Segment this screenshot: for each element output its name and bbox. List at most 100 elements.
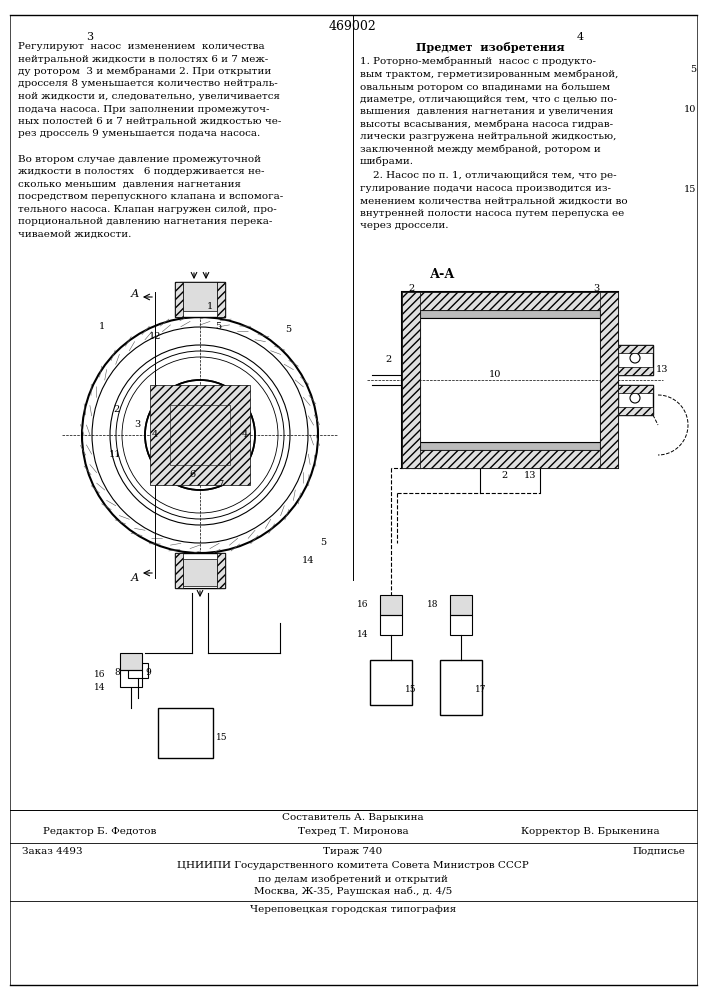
Bar	[450, 595, 472, 615]
Text: 2: 2	[502, 471, 508, 480]
Bar	[158, 708, 213, 758]
Text: вышения  давления нагнетания и увеличения: вышения давления нагнетания и увеличения	[360, 107, 614, 116]
Text: внутренней полости насоса путем перепуска ее: внутренней полости насоса путем перепуск…	[360, 209, 624, 218]
Text: 2: 2	[386, 355, 392, 364]
Text: ЦНИИПИ Государственного комитета Совета Министров СССР: ЦНИИПИ Государственного комитета Совета …	[177, 861, 529, 870]
Bar	[120, 653, 142, 670]
Bar	[193, 407, 207, 415]
Text: овальным ротором со впадинами на большем: овальным ротором со впадинами на большем	[360, 82, 610, 92]
Text: 1: 1	[207, 302, 213, 311]
Bar	[217, 553, 225, 588]
Text: 3: 3	[594, 284, 600, 293]
Text: подача насоса. При заполнении промежуточ-: подача насоса. При заполнении промежуточ…	[18, 104, 269, 113]
Text: 4: 4	[576, 32, 583, 42]
Bar	[120, 670, 142, 687]
Text: 2. Насос по п. 1, отличающийся тем, что ре-: 2. Насос по п. 1, отличающийся тем, что …	[360, 172, 617, 180]
Bar	[618, 345, 653, 375]
Circle shape	[168, 403, 232, 467]
Text: рез дроссель 9 уменьшается подача насоса.: рез дроссель 9 уменьшается подача насоса…	[18, 129, 260, 138]
Text: ной жидкости и, следовательно, увеличивается: ной жидкости и, следовательно, увеличива…	[18, 92, 280, 101]
Text: 13: 13	[656, 365, 669, 374]
Text: 15: 15	[684, 185, 696, 194]
Text: 15: 15	[216, 733, 228, 742]
Bar	[183, 559, 217, 586]
Bar	[618, 345, 653, 353]
Text: диаметре, отличающийся тем, что с целью по-: диаметре, отличающийся тем, что с целью …	[360, 95, 617, 104]
Text: 2: 2	[409, 284, 415, 293]
Text: по делам изобретений и открытий: по делам изобретений и открытий	[258, 874, 448, 884]
Bar	[175, 553, 183, 588]
Text: 14: 14	[356, 630, 368, 639]
Text: вым трактом, герметизированным мембраной,: вым трактом, герметизированным мембраной…	[360, 70, 619, 79]
Text: Регулируют  насос  изменением  количества: Регулируют насос изменением количества	[18, 42, 264, 51]
Text: 4: 4	[242, 430, 248, 439]
Text: 1: 1	[99, 322, 105, 331]
Text: Редактор Б. Федотов: Редактор Б. Федотов	[43, 827, 157, 836]
Circle shape	[630, 393, 640, 403]
Text: сколько меньшим  давления нагнетания: сколько меньшим давления нагнетания	[18, 180, 241, 188]
Text: лически разгружена нейтральной жидкостью,: лически разгружена нейтральной жидкостью…	[360, 132, 617, 141]
Bar	[183, 282, 217, 311]
Text: 5: 5	[285, 325, 291, 334]
Bar	[380, 595, 402, 615]
Text: 8: 8	[115, 668, 120, 677]
Text: заключенной между мембраной, ротором и: заключенной между мембраной, ротором и	[360, 144, 601, 154]
Bar	[170, 405, 230, 465]
Text: Корректор В. Брыкенина: Корректор В. Брыкенина	[520, 827, 660, 836]
Text: 5: 5	[320, 538, 326, 547]
Bar	[175, 282, 183, 317]
Text: 6: 6	[189, 470, 195, 479]
Text: 14: 14	[302, 556, 314, 565]
Bar	[217, 282, 225, 317]
Bar	[450, 615, 472, 635]
Text: Подписье: Подписье	[632, 847, 685, 856]
Bar	[402, 292, 618, 468]
Text: 17: 17	[475, 685, 486, 694]
Bar	[618, 385, 653, 415]
Text: 7: 7	[217, 480, 223, 489]
Bar	[618, 367, 653, 375]
Bar	[175, 553, 225, 588]
Text: 2: 2	[114, 405, 120, 414]
Text: 12: 12	[148, 332, 161, 341]
Bar	[175, 282, 225, 317]
Text: Заказ 4493: Заказ 4493	[22, 847, 83, 856]
Text: чиваемой жидкости.: чиваемой жидкости.	[18, 230, 132, 238]
Text: нейтральной жидкости в полостях 6 и 7 меж-: нейтральной жидкости в полостях 6 и 7 ме…	[18, 54, 268, 64]
Text: Москва, Ж-35, Раушская наб., д. 4/5: Москва, Ж-35, Раушская наб., д. 4/5	[254, 887, 452, 896]
Bar	[618, 385, 653, 393]
Text: 15: 15	[405, 685, 416, 694]
Bar	[618, 407, 653, 415]
Text: Череповецкая городская типография: Череповецкая городская типография	[250, 905, 456, 914]
Bar	[150, 385, 250, 485]
Bar	[180, 561, 220, 588]
Text: 16: 16	[93, 670, 105, 679]
Text: Предмет  изобретения: Предмет изобретения	[416, 42, 564, 53]
Text: менением количества нейтральной жидкости во: менением количества нейтральной жидкости…	[360, 196, 628, 206]
Text: А: А	[131, 573, 139, 583]
Bar	[420, 310, 600, 318]
Text: 9: 9	[145, 668, 151, 677]
Text: порциональной давлению нагнетания перека-: порциональной давлению нагнетания перека…	[18, 217, 272, 226]
Text: через дроссели.: через дроссели.	[360, 222, 448, 231]
Text: Во втором случае давление промежуточной: Во втором случае давление промежуточной	[18, 154, 261, 163]
Text: 3: 3	[86, 32, 93, 42]
Text: тельного насоса. Клапан нагружен силой, про-: тельного насоса. Клапан нагружен силой, …	[18, 205, 276, 214]
Text: ных полостей 6 и 7 нейтральной жидкостью че-: ных полостей 6 и 7 нейтральной жидкостью…	[18, 117, 281, 126]
Text: Тираж 740: Тираж 740	[323, 847, 382, 856]
Text: Техред Т. Миронова: Техред Т. Миронова	[298, 827, 409, 836]
Bar	[440, 660, 482, 715]
Text: Составитель А. Варыкина: Составитель А. Варыкина	[282, 813, 423, 822]
Text: 13: 13	[524, 471, 536, 480]
Text: 3: 3	[134, 420, 140, 429]
Text: 5: 5	[215, 322, 221, 331]
Bar	[180, 282, 220, 309]
Text: 11: 11	[109, 450, 121, 459]
Text: 5: 5	[690, 65, 696, 74]
Text: высоты всасывания, мембрана насоса гидрав-: высоты всасывания, мембрана насоса гидра…	[360, 119, 613, 129]
Text: А: А	[131, 289, 139, 299]
Text: А-А: А-А	[430, 268, 455, 281]
Text: 18: 18	[426, 600, 438, 609]
Bar	[420, 318, 600, 442]
Text: 10: 10	[489, 370, 501, 379]
